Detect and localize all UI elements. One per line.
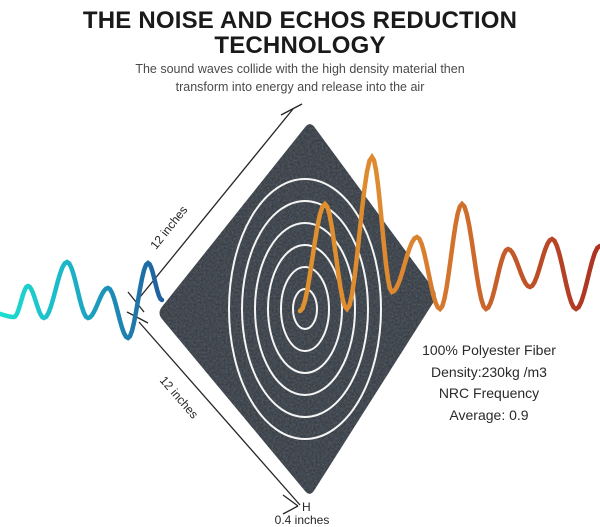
svg-text:H: H <box>302 500 311 514</box>
svg-text:12 inches: 12 inches <box>147 203 190 252</box>
svg-text:12 inches: 12 inches <box>157 373 201 421</box>
svg-text:0.4 inches: 0.4 inches <box>275 513 330 527</box>
